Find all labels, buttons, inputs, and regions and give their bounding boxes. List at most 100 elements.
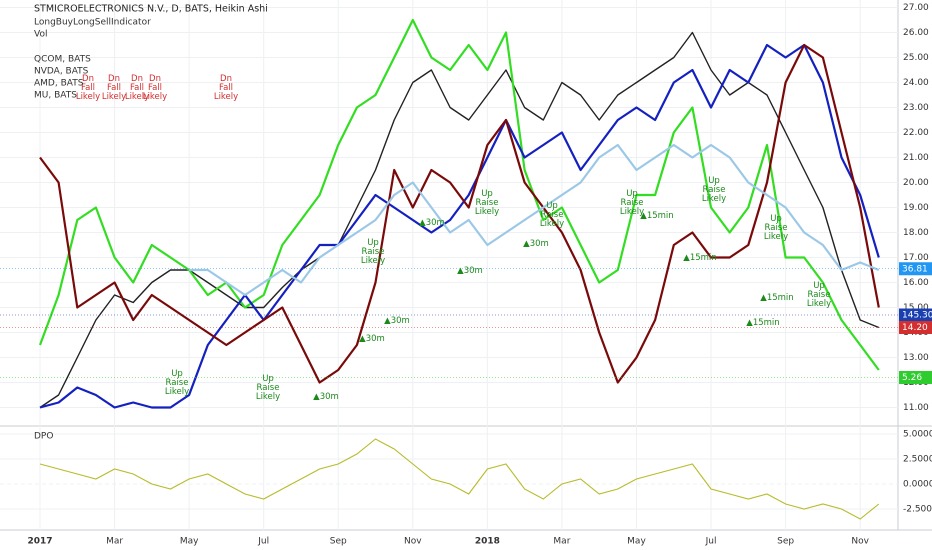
annotation-line: Up — [481, 189, 493, 199]
x-tick-label: Mar — [553, 537, 570, 547]
annotation: Up Raise Likely — [702, 176, 726, 204]
annotation: Up Raise Likely — [540, 201, 564, 229]
x-tick-label: Nov — [851, 537, 869, 547]
annotation-line: Likely — [214, 92, 238, 102]
annotation: ▲15min — [760, 293, 793, 303]
annotation: Dn Fall Likely — [214, 74, 238, 102]
annotation-line: Raise — [808, 290, 831, 300]
annotation: ▲30m — [523, 239, 549, 249]
annotation: Up Raise Likely — [256, 374, 280, 402]
annotation-line: Dn — [108, 74, 120, 84]
x-tick-label: Nov — [404, 537, 422, 547]
annotation-line: Raise — [541, 210, 564, 220]
annotation-line: Raise — [621, 198, 644, 208]
chart-title: STMICROELECTRONICS N.V., D, BATS, Heikin… — [34, 4, 268, 15]
series-line — [39, 31, 880, 409]
y-tick-label: 25.00 — [903, 53, 929, 63]
price-badge — [899, 321, 932, 334]
annotation-line: Dn — [220, 74, 232, 84]
annotation-line: Likely — [76, 92, 100, 102]
annotation-line: Raise — [362, 247, 385, 257]
annotation-line: ▲15min — [683, 253, 716, 263]
series-line — [39, 43, 880, 409]
annotation-line: Dn — [82, 74, 94, 84]
annotation-line: ▲30m — [457, 266, 483, 276]
annotation: Up Raise Likely — [807, 281, 831, 309]
annotation-line: Fall — [219, 83, 233, 93]
legend-entry: AMD, BATS — [34, 79, 84, 89]
y-tick-label: 20.00 — [903, 178, 929, 188]
annotation-line: Up — [367, 238, 379, 248]
annotation: Up Raise Likely — [764, 214, 788, 242]
x-tick-label: Jul — [705, 537, 717, 547]
annotation: Up Raise Likely — [475, 189, 499, 217]
price-badge — [899, 308, 932, 322]
series-line — [38, 18, 880, 371]
annotation-line: Up — [626, 189, 638, 199]
annotation: Dn Fall Likely — [125, 74, 149, 102]
annotation: ▲30m — [359, 334, 385, 344]
y-tick-label: 13.00 — [903, 353, 929, 363]
y-tick-label: 23.00 — [903, 103, 929, 113]
price-badge-label: 36.81 — [902, 264, 928, 274]
y-tick-label: 16.00 — [903, 278, 929, 288]
legend-entry: MU, BATS — [34, 91, 77, 101]
annotation-line: Likely — [620, 207, 644, 217]
axes: 27.00 26.00 25.00 24.00 23.00 22.00 21.00 20.00… — [0, 3, 932, 547]
y-tick-label: 11.00 — [903, 403, 929, 413]
annotation-line: Raise — [703, 185, 726, 195]
y-tick-label: 17.00 — [903, 253, 929, 263]
series-line — [39, 43, 880, 384]
x-tick-label: May — [627, 537, 646, 547]
price-badge — [899, 371, 932, 384]
dpo-tick-label: 0.0000 — [903, 480, 932, 490]
annotation-line: Up — [171, 369, 183, 379]
annotation-line: ▲30m — [359, 334, 385, 344]
dpo-line — [39, 438, 880, 520]
x-tick-label: 2017 — [27, 537, 52, 547]
annotation-line: Raise — [765, 223, 788, 233]
annotation: Up Raise Likely — [361, 238, 385, 266]
annotation-line: Dn — [131, 74, 143, 84]
dpo-tick-label: 2.5000 — [903, 455, 932, 465]
x-tick-label: Mar — [106, 537, 123, 547]
annotation: ▲30m — [419, 218, 445, 228]
indicator-label: LongBuyLongSellIndicator — [34, 18, 151, 28]
annotation-line: ▲15min — [746, 318, 779, 328]
annotation-line: Up — [546, 201, 558, 211]
annotation-line: Raise — [476, 198, 499, 208]
legend-entry: QCOM, BATS — [34, 55, 91, 65]
annotation-line: ▲15min — [760, 293, 793, 303]
annotation-line: Likely — [256, 392, 280, 402]
price-badge-label: 14.20 — [902, 323, 928, 333]
annotation-line: ▲30m — [384, 316, 410, 326]
annotation: Dn Fall Likely — [143, 74, 167, 102]
annotation: ▲15min — [683, 253, 716, 263]
annotation-line: Likely — [165, 387, 189, 397]
price-badge — [899, 262, 932, 276]
annotation: ▲30m — [384, 316, 410, 326]
series-line — [189, 143, 880, 297]
y-tick-label: 18.00 — [903, 228, 929, 238]
annotation-line: Up — [770, 214, 782, 224]
annotation-line: Likely — [143, 92, 167, 102]
y-tick-label: 27.00 — [903, 3, 929, 13]
y-tick-label: 22.00 — [903, 128, 929, 138]
price-badge-label: 5.26 — [902, 373, 922, 383]
y-tick-label: 15.00 — [903, 303, 929, 313]
dpo-tick-label: 5.0000 — [903, 430, 932, 440]
annotation-line: Up — [262, 374, 274, 384]
indicator-label: Vol — [34, 30, 47, 40]
annotation-line: Raise — [166, 378, 189, 388]
annotation: Dn Fall Likely — [102, 74, 126, 102]
annotation-line: Likely — [361, 256, 385, 266]
annotation-line: ▲30m — [313, 392, 339, 402]
annotation-line: ▲30m — [419, 218, 445, 228]
legend: STMICROELECTRONICS N.V., D, BATS, Heikin… — [34, 4, 268, 442]
annotation: ▲15min — [746, 318, 779, 328]
annotation-line: Likely — [540, 219, 564, 229]
x-tick-label: May — [180, 537, 199, 547]
dpo-tick-label: -2.5000 — [903, 505, 932, 515]
